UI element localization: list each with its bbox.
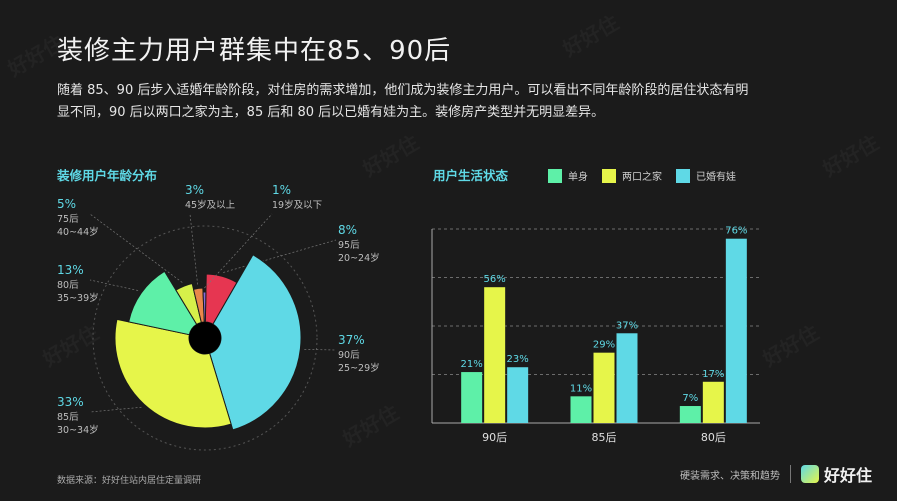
bar bbox=[507, 367, 529, 423]
legend-swatch-married-kids bbox=[676, 168, 690, 183]
pie-cohort-label: 95后 bbox=[338, 240, 360, 251]
bar-value-label: 76% bbox=[725, 226, 747, 237]
bar bbox=[484, 287, 506, 423]
bar-value-label: 56% bbox=[484, 274, 506, 285]
pie-leader-line bbox=[89, 406, 142, 413]
pie-age-label: 25~29岁 bbox=[338, 362, 380, 374]
pie-leader-line bbox=[223, 239, 337, 273]
pie-pct-label: 5% bbox=[57, 197, 76, 211]
bar-category-label: 90后 bbox=[482, 431, 507, 444]
legend-label-single: 单身 bbox=[568, 172, 588, 183]
life-status-bar-chart: 21% 56% 23% 90后 11% 29%37% 85后 7% 17% 76% 80后 bbox=[431, 226, 760, 444]
bar bbox=[570, 396, 592, 423]
bar-category-label: 85后 bbox=[592, 431, 617, 444]
logo-text: 好好住 bbox=[823, 466, 872, 485]
bar bbox=[679, 406, 701, 423]
pie-leader-line bbox=[89, 213, 183, 283]
pie-age-label: 30~34岁 bbox=[57, 424, 99, 436]
bar-value-label: 37% bbox=[616, 320, 638, 331]
pie-outer-ring bbox=[92, 225, 318, 451]
footer-brand: 硬装需求、决策和趋势 好好住 bbox=[680, 462, 872, 486]
pie-age-label: 40~44岁 bbox=[57, 226, 99, 238]
pie-pct-label: 37% bbox=[338, 333, 365, 347]
pie-pct-label: 8% bbox=[338, 223, 357, 237]
bar-value-label: 29% bbox=[593, 340, 615, 351]
pie-age-label: 35~39岁 bbox=[57, 292, 99, 304]
legend-label-married-kids: 已婚有娃 bbox=[696, 172, 736, 183]
pie-leader-line bbox=[304, 349, 337, 351]
bar-value-label: 11% bbox=[570, 383, 592, 394]
status-chart-title: 用户生活状态 bbox=[433, 168, 509, 183]
bar-value-label: 21% bbox=[461, 359, 483, 370]
footer-divider bbox=[789, 465, 791, 483]
status-legend: 单身 两口之家 已婚有娃 bbox=[548, 168, 736, 183]
pie-cohort-label: 80后 bbox=[57, 280, 79, 291]
age-chart-title: 装修用户年龄分布 bbox=[57, 168, 158, 183]
legend-item-married-kids: 已婚有娃 bbox=[676, 168, 736, 183]
intro-paragraph: 随着 85、90 后步入适婚年龄阶段，对住房的需求增加，他们成为装修主力用户。可… bbox=[57, 83, 749, 120]
pie-cohort-label: 90后 bbox=[338, 350, 360, 361]
bar bbox=[702, 381, 724, 423]
bar-value-label: 17% bbox=[702, 369, 724, 380]
pie-pct-label: 13% bbox=[57, 263, 84, 277]
brand-logo: 好好住 bbox=[800, 462, 872, 486]
legend-item-couple: 两口之家 bbox=[602, 168, 662, 183]
bar bbox=[461, 372, 483, 423]
bar bbox=[616, 333, 638, 423]
legend-swatch-single bbox=[548, 168, 562, 183]
bar bbox=[725, 238, 747, 423]
page-title: 装修主力用户群集中在85、90后 bbox=[57, 36, 452, 66]
bar bbox=[593, 352, 615, 423]
data-source: 数据来源：好好住站内居住定量调研 bbox=[57, 476, 202, 486]
pie-cohort-label: 75后 bbox=[57, 214, 79, 225]
pie-pct-label: 33% bbox=[57, 395, 84, 409]
footer-tagline: 硬装需求、决策和趋势 bbox=[679, 470, 780, 482]
legend-item-single: 单身 bbox=[548, 168, 588, 183]
bar-value-label: 23% bbox=[507, 354, 529, 365]
pie-pct-label: 3% bbox=[185, 183, 204, 197]
pie-age-label: 19岁及以下 bbox=[272, 199, 322, 211]
pie-age-label: 20~24岁 bbox=[338, 252, 380, 264]
legend-label-couple: 两口之家 bbox=[622, 172, 662, 183]
bar-value-label: 7% bbox=[682, 393, 698, 404]
pie-center-hole bbox=[189, 322, 221, 354]
logo-icon bbox=[800, 465, 819, 483]
pie-cohort-label: 85后 bbox=[57, 412, 79, 423]
pie-leader-line bbox=[89, 279, 139, 291]
pie-leader-line bbox=[204, 213, 273, 289]
pie-leader-line bbox=[189, 213, 198, 285]
legend-swatch-couple bbox=[602, 168, 616, 183]
pie-age-label: 45岁及以上 bbox=[185, 199, 236, 211]
pie-pct-label: 1% bbox=[272, 183, 291, 197]
bar-category-label: 80后 bbox=[701, 431, 726, 444]
